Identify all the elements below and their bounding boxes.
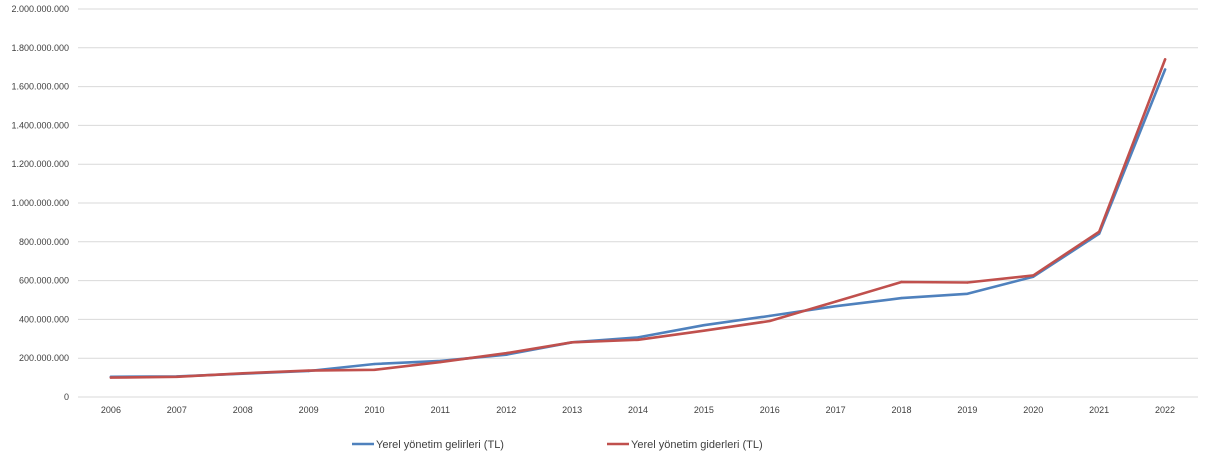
data-point	[636, 336, 640, 339]
data-point	[1163, 68, 1167, 71]
x-tick-label: 2006	[101, 405, 121, 415]
y-tick-label: 200.000.000	[19, 353, 69, 363]
series-line-gelirleri	[109, 68, 1167, 379]
x-axis-tick-labels: 2006 2007 2008 2009 2010 2011 2012 2013 2014 2015…	[101, 405, 1175, 415]
gridlines	[78, 8, 1198, 398]
data-point	[768, 319, 771, 323]
data-point	[505, 351, 508, 355]
data-point	[636, 338, 640, 341]
data-point	[966, 292, 969, 295]
y-tick-label: 800.000.000	[19, 237, 69, 247]
legend-item: Yerel yönetim gelirleri (TL)	[352, 439, 504, 451]
legend-label: Yerel yönetim gelirleri (TL)	[376, 439, 504, 451]
data-point	[1032, 274, 1035, 277]
series-line-giderleri	[109, 58, 1167, 379]
x-tick-label: 2021	[1089, 405, 1109, 415]
x-tick-label: 2019	[957, 405, 977, 415]
data-point	[900, 280, 903, 284]
y-tick-label: 1.200.000.000	[11, 159, 69, 169]
y-axis-tick-labels: 0 200.000.000 400.000.000 600.000.000 800.00…	[11, 4, 69, 402]
legend: Yerel yönetim gelirleri (TL) Yerel yöneti…	[352, 439, 763, 451]
legend-label: Yerel yönetim giderleri (TL)	[631, 439, 763, 451]
x-tick-label: 2012	[496, 405, 516, 415]
y-tick-label: 0	[64, 392, 69, 402]
x-tick-label: 2022	[1155, 405, 1175, 415]
data-point	[109, 376, 113, 379]
data-point	[1163, 58, 1167, 61]
data-point	[570, 341, 574, 344]
x-tick-label: 2017	[826, 405, 846, 415]
data-point	[834, 300, 837, 303]
y-tick-label: 1.400.000.000	[11, 120, 69, 130]
y-tick-label: 600.000.000	[19, 276, 69, 286]
x-tick-label: 2008	[233, 405, 253, 415]
x-tick-label: 2010	[364, 405, 384, 415]
data-point	[175, 375, 179, 379]
data-point	[768, 314, 771, 318]
x-tick-label: 2015	[694, 405, 714, 415]
data-point	[373, 362, 376, 366]
data-point	[1097, 230, 1101, 233]
data-point	[439, 360, 442, 364]
data-point	[834, 305, 837, 308]
y-tick-label: 1.000.000.000	[11, 198, 69, 208]
data-point	[900, 296, 903, 300]
x-tick-label: 2020	[1023, 405, 1043, 415]
x-tick-label: 2013	[562, 405, 582, 415]
y-tick-label: 2.000.000.000	[11, 4, 69, 14]
data-point	[373, 368, 376, 372]
series-lines	[109, 58, 1167, 379]
y-tick-label: 1.600.000.000	[11, 82, 69, 92]
x-tick-label: 2016	[760, 405, 780, 415]
x-tick-label: 2011	[431, 405, 450, 415]
x-tick-label: 2009	[299, 405, 319, 415]
legend-item: Yerel yönetim giderleri (TL)	[607, 439, 763, 451]
y-tick-label: 1.800.000.000	[11, 43, 69, 53]
data-point	[702, 329, 706, 332]
y-tick-label: 400.000.000	[19, 314, 69, 324]
x-tick-label: 2018	[892, 405, 912, 415]
x-tick-label: 2007	[167, 405, 187, 415]
data-point	[307, 369, 310, 372]
data-point	[702, 324, 706, 327]
x-tick-label: 2014	[628, 405, 648, 415]
data-point	[241, 372, 244, 375]
data-point	[966, 281, 969, 284]
